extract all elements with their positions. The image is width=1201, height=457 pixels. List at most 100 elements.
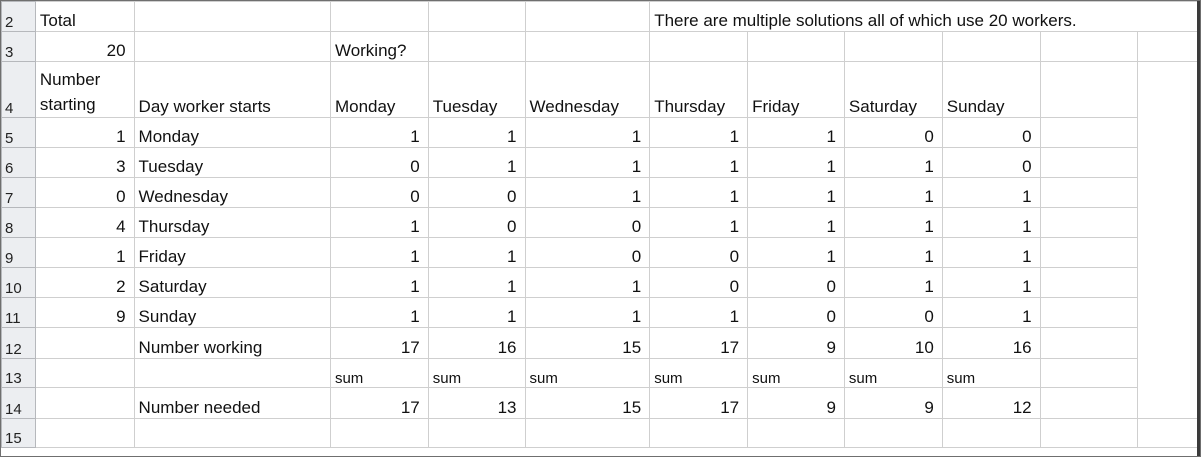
working-flag[interactable]: 1 (747, 207, 845, 238)
working-flag[interactable]: 1 (747, 237, 845, 268)
empty-cell[interactable] (1039, 147, 1139, 178)
cell-A2[interactable]: Total (34, 1, 135, 32)
empty-cell[interactable] (747, 418, 845, 448)
working-flag[interactable]: 1 (524, 147, 651, 178)
working-flag[interactable]: 0 (649, 237, 749, 268)
number-working-total[interactable]: 15 (524, 327, 651, 359)
empty-cell[interactable] (34, 358, 135, 388)
empty-cell[interactable] (34, 327, 135, 359)
cell-I3[interactable] (941, 31, 1041, 62)
number-starting[interactable]: 9 (34, 297, 135, 328)
sum-label[interactable]: sum (843, 358, 943, 388)
start-day[interactable]: Friday (133, 237, 331, 268)
cell-E2[interactable] (524, 1, 651, 32)
empty-cell[interactable] (427, 418, 526, 448)
day-header[interactable]: Wednesday (524, 61, 651, 118)
working-flag[interactable]: 0 (747, 267, 845, 298)
empty-cell[interactable] (1039, 117, 1139, 148)
number-needed-value[interactable]: 12 (941, 387, 1041, 419)
number-starting[interactable]: 1 (34, 117, 135, 148)
row-header[interactable]: 12 (1, 327, 36, 359)
working-flag[interactable]: 1 (649, 297, 749, 328)
working-flag[interactable]: 1 (524, 297, 651, 328)
working-flag[interactable]: 1 (427, 117, 526, 148)
number-starting[interactable]: 4 (34, 207, 135, 238)
row-header[interactable]: 7 (1, 177, 36, 208)
working-flag[interactable]: 1 (649, 177, 749, 208)
working-flag[interactable]: 1 (843, 207, 943, 238)
number-working-total[interactable]: 17 (649, 327, 749, 359)
number-working-total[interactable]: 16 (427, 327, 526, 359)
sum-label[interactable]: sum (747, 358, 845, 388)
empty-cell[interactable] (34, 418, 135, 448)
working-flag[interactable]: 1 (329, 237, 429, 268)
empty-cell[interactable] (34, 387, 135, 419)
number-working-total[interactable]: 10 (843, 327, 943, 359)
cell-B4[interactable]: Day worker starts (133, 61, 331, 118)
working-flag[interactable]: 1 (941, 267, 1041, 298)
number-needed-value[interactable]: 9 (747, 387, 845, 419)
working-flag[interactable]: 1 (427, 267, 526, 298)
cell-A3[interactable]: 20 (34, 31, 135, 62)
empty-cell[interactable] (1039, 418, 1139, 448)
working-flag[interactable]: 1 (329, 297, 429, 328)
start-day[interactable]: Monday (133, 117, 331, 148)
empty-cell[interactable] (1039, 297, 1139, 328)
start-day[interactable]: Tuesday (133, 147, 331, 178)
empty-cell[interactable] (843, 418, 943, 448)
row-header[interactable]: 9 (1, 237, 36, 268)
working-flag[interactable]: 1 (649, 117, 749, 148)
sum-label[interactable]: sum (329, 358, 429, 388)
row-header[interactable]: 3 (1, 31, 36, 62)
empty-cell[interactable] (1039, 207, 1139, 238)
day-header[interactable]: Saturday (843, 61, 943, 118)
number-needed-value[interactable]: 13 (427, 387, 526, 419)
working-flag[interactable]: 1 (941, 297, 1041, 328)
working-flag[interactable]: 1 (329, 267, 429, 298)
working-flag[interactable]: 0 (649, 267, 749, 298)
row-header[interactable]: 8 (1, 207, 36, 238)
empty-cell[interactable] (1039, 387, 1139, 419)
empty-cell[interactable] (133, 358, 331, 388)
start-day[interactable]: Wednesday (133, 177, 331, 208)
working-flag[interactable]: 1 (427, 237, 526, 268)
empty-cell[interactable] (133, 418, 331, 448)
day-header[interactable]: Thursday (649, 61, 749, 118)
day-header[interactable]: Sunday (941, 61, 1041, 118)
cell-B2[interactable] (133, 1, 331, 32)
start-day[interactable]: Thursday (133, 207, 331, 238)
cell-F3[interactable] (649, 31, 749, 62)
working-flag[interactable]: 0 (524, 237, 651, 268)
working-flag[interactable]: 0 (843, 297, 943, 328)
row-header[interactable]: 4 (1, 61, 36, 118)
number-working-label[interactable]: Number working (133, 327, 331, 359)
working-flag[interactable]: 1 (843, 147, 943, 178)
number-starting[interactable]: 0 (34, 177, 135, 208)
working-flag[interactable]: 0 (427, 177, 526, 208)
number-working-total[interactable]: 9 (747, 327, 845, 359)
working-flag[interactable]: 1 (747, 147, 845, 178)
empty-cell[interactable] (1039, 237, 1139, 268)
empty-cell[interactable] (1039, 267, 1139, 298)
working-flag[interactable]: 0 (747, 297, 845, 328)
number-starting[interactable]: 3 (34, 147, 135, 178)
cell-D2[interactable] (427, 1, 526, 32)
working-flag[interactable]: 1 (941, 237, 1041, 268)
sum-label[interactable]: sum (524, 358, 651, 388)
cell-K3[interactable] (1137, 31, 1200, 62)
number-needed-value[interactable]: 17 (649, 387, 749, 419)
row-header[interactable]: 15 (1, 418, 36, 448)
cell-E3[interactable] (524, 31, 651, 62)
row-header[interactable]: 13 (1, 358, 36, 388)
working-flag[interactable]: 0 (329, 177, 429, 208)
row-header[interactable]: 10 (1, 267, 36, 298)
row-header[interactable]: 11 (1, 297, 36, 328)
start-day[interactable]: Saturday (133, 267, 331, 298)
start-day[interactable]: Sunday (133, 297, 331, 328)
working-flag[interactable]: 1 (941, 207, 1041, 238)
day-header[interactable]: Monday (329, 61, 429, 118)
sum-label[interactable]: sum (427, 358, 526, 388)
working-flag[interactable]: 1 (649, 207, 749, 238)
cell-A4[interactable]: Number starting (34, 61, 135, 118)
number-starting[interactable]: 2 (34, 267, 135, 298)
